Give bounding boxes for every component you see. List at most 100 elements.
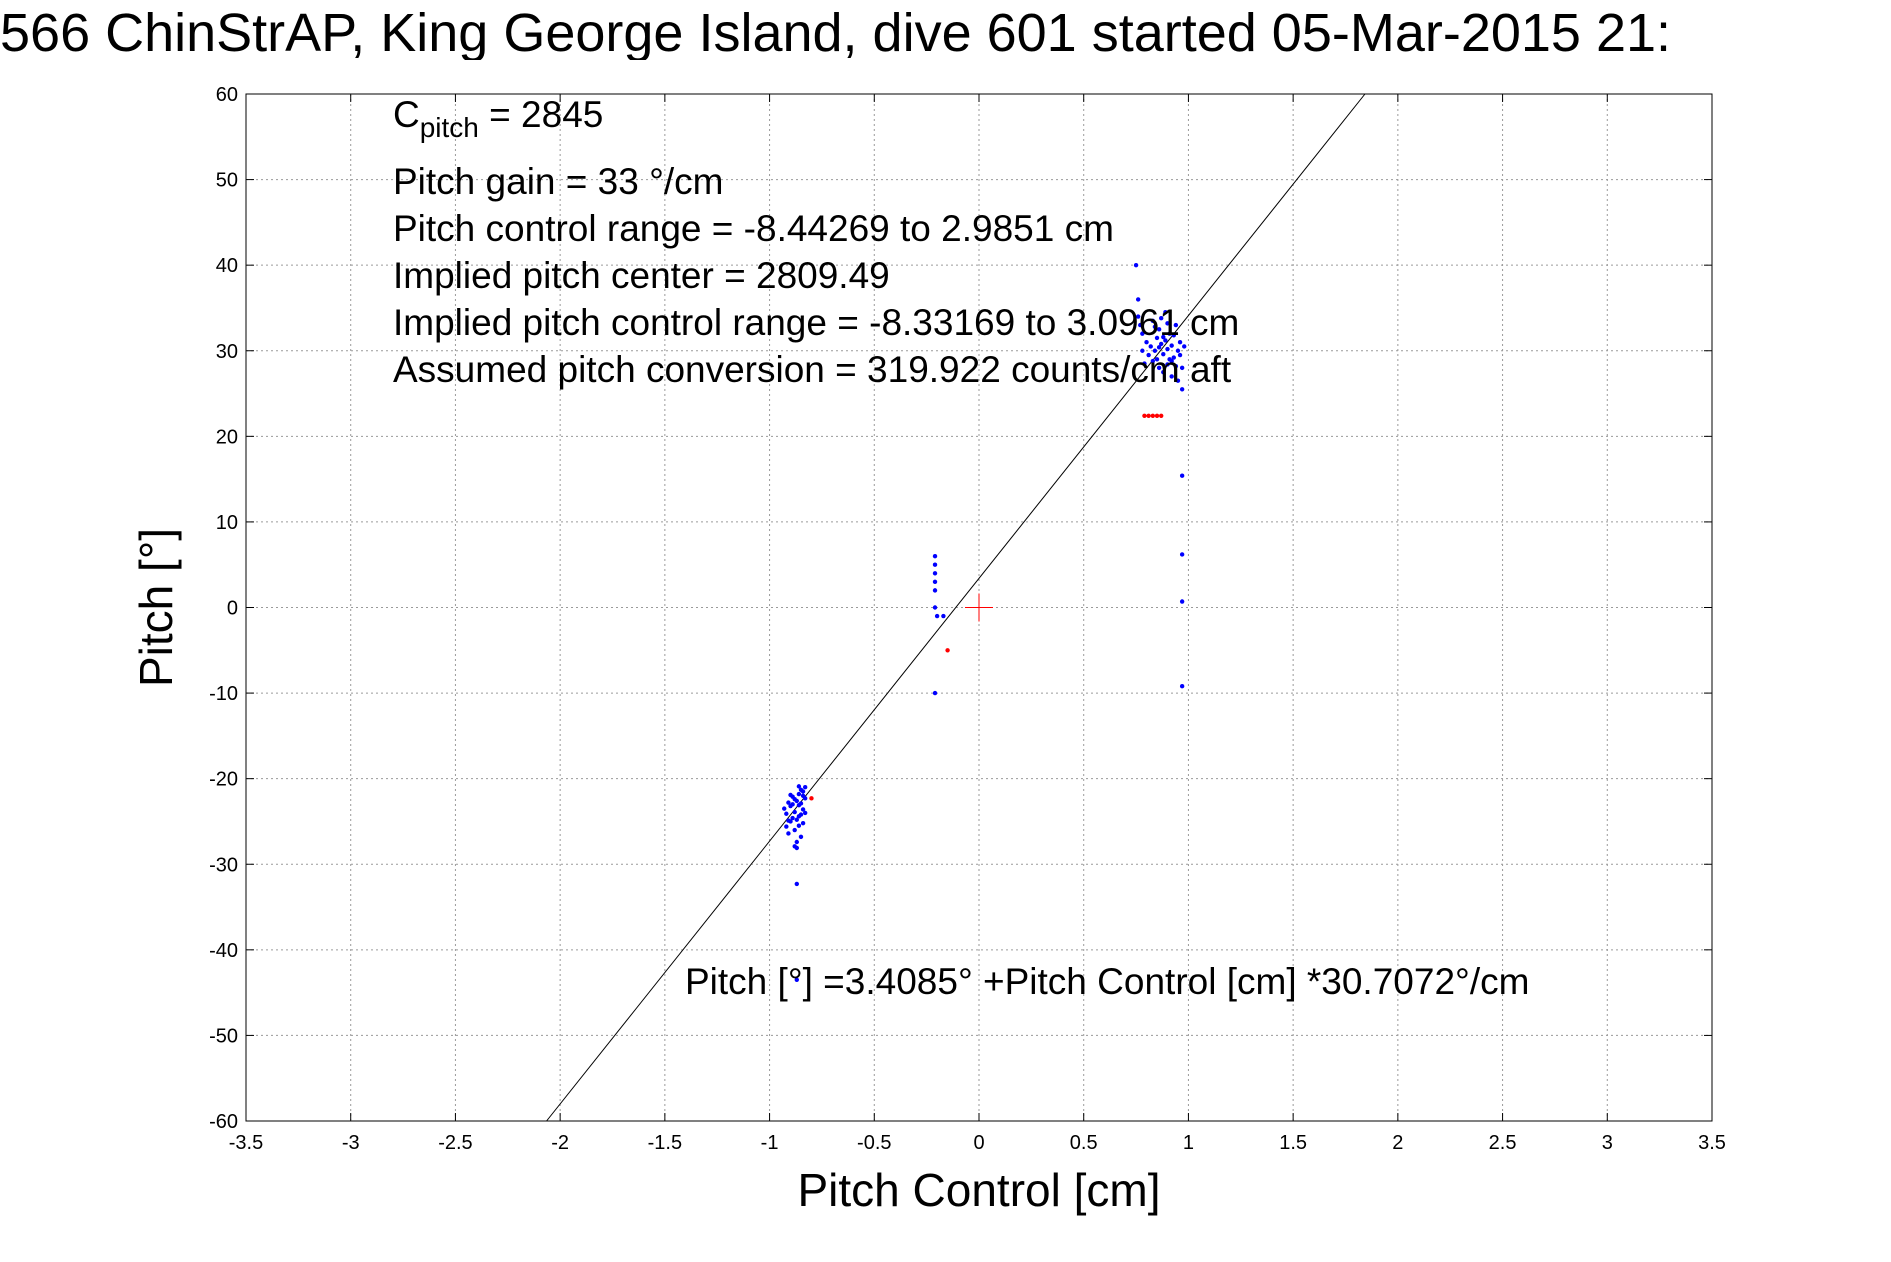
x-tick-label: -3.5	[229, 1132, 263, 1154]
data-point	[1175, 348, 1181, 353]
data-point	[798, 801, 804, 806]
c-pitch-subscript: pitch	[419, 112, 479, 143]
x-tick-label: 2.5	[1489, 1132, 1517, 1154]
data-point	[1173, 363, 1179, 369]
data-point	[1140, 331, 1145, 336]
data-point	[786, 818, 791, 823]
data-point	[1165, 362, 1170, 367]
data-point	[1140, 348, 1145, 353]
data-point	[1175, 378, 1181, 383]
data-point	[1161, 369, 1166, 375]
x-tick-label: 3	[1602, 1132, 1613, 1154]
data-point	[1156, 345, 1162, 350]
pitch-gain-annotation: Pitch gain = 33 °/cm	[393, 161, 724, 202]
assumed-pitch-conversion-annotation: Assumed pitch conversion = 319.922 count…	[393, 349, 1232, 390]
data-point	[794, 977, 799, 982]
data-point	[802, 785, 808, 790]
data-point	[1133, 262, 1139, 268]
y-tick-label: -50	[209, 1025, 238, 1047]
data-point	[800, 820, 806, 826]
data-point	[1135, 297, 1141, 302]
x-tick-label: -1.5	[648, 1132, 682, 1154]
tick-labels: -3.5 -3 -2.5 -2 -1.5 -1 -0.5 0 0.5 1 1.5 2 2.5 3 3.5 -6…	[209, 84, 1726, 1154]
x-tick-label: 2	[1392, 1132, 1403, 1154]
data-points	[782, 262, 1187, 982]
data-point	[1182, 344, 1187, 349]
y-tick-label: 50	[216, 170, 238, 192]
data-point	[1163, 338, 1168, 343]
data-point	[1156, 327, 1162, 332]
y-tick-label: -20	[209, 769, 238, 791]
data-point	[1171, 333, 1176, 338]
data-point	[1159, 341, 1164, 347]
data-point	[794, 839, 799, 845]
data-point	[796, 823, 802, 828]
data-point	[1165, 346, 1170, 352]
c-pitch-letter: C	[393, 94, 420, 135]
data-point	[1150, 318, 1156, 323]
data-point	[1159, 316, 1164, 321]
c-pitch-value: = 2845	[478, 94, 604, 135]
data-point	[792, 797, 797, 802]
data-point	[792, 809, 797, 815]
data-point	[1169, 374, 1174, 379]
x-axis-label: Pitch Control [cm]	[798, 1164, 1161, 1216]
x-tick-label: -1	[761, 1132, 779, 1154]
y-tick-label: 10	[216, 512, 238, 534]
data-point	[1138, 322, 1143, 328]
data-point	[794, 845, 799, 851]
y-tick-label: 30	[216, 341, 238, 363]
x-tick-label: 3.5	[1698, 1132, 1726, 1154]
data-point	[1142, 413, 1147, 418]
data-point	[1169, 343, 1174, 348]
implied-pitch-center-annotation: Implied pitch center = 2809.49	[393, 255, 890, 296]
data-point	[802, 810, 808, 816]
y-tick-label: -40	[209, 940, 238, 962]
data-point	[796, 784, 802, 789]
x-tick-label: 0	[973, 1132, 984, 1154]
y-tick-label: 40	[216, 255, 238, 277]
data-point	[1152, 348, 1158, 353]
data-point	[1177, 352, 1183, 358]
data-point	[1179, 365, 1185, 371]
data-point	[1144, 339, 1149, 345]
data-point	[1161, 334, 1166, 340]
data-point	[1159, 413, 1164, 418]
x-tick-label: 0.5	[1070, 1132, 1098, 1154]
data-point	[1146, 413, 1151, 418]
data-point	[786, 831, 791, 836]
y-tick-label: 20	[216, 426, 238, 448]
data-point	[792, 827, 797, 833]
data-point	[932, 571, 938, 576]
data-point	[1179, 387, 1185, 392]
grid-lines	[246, 94, 1712, 1121]
y-tick-label: 60	[216, 84, 238, 106]
data-point	[784, 811, 789, 816]
data-point	[932, 562, 938, 567]
fit-line-layer	[546, 93, 1366, 1122]
y-axis-label: Pitch [°]	[130, 528, 182, 687]
data-point	[932, 553, 938, 559]
data-point	[934, 613, 940, 619]
data-point	[790, 815, 795, 821]
c-pitch-annotation: Cpitch = 2845	[393, 96, 603, 142]
data-point	[782, 806, 787, 811]
y-tick-label: -60	[209, 1111, 238, 1133]
axis-ticks	[245, 93, 1713, 1122]
data-point	[786, 800, 791, 805]
data-point	[1177, 339, 1183, 345]
y-tick-label: -10	[209, 683, 238, 705]
data-point	[784, 824, 789, 829]
x-tick-label: 1	[1183, 1132, 1194, 1154]
data-point	[1173, 322, 1179, 328]
x-tick-label: -2.5	[438, 1132, 472, 1154]
data-point	[1154, 335, 1160, 341]
data-point	[1135, 314, 1141, 319]
data-point	[796, 791, 802, 797]
data-point	[1161, 351, 1166, 357]
data-point	[932, 605, 938, 610]
fit-line	[546, 93, 1366, 1122]
data-point	[800, 793, 806, 798]
data-point	[798, 834, 804, 840]
